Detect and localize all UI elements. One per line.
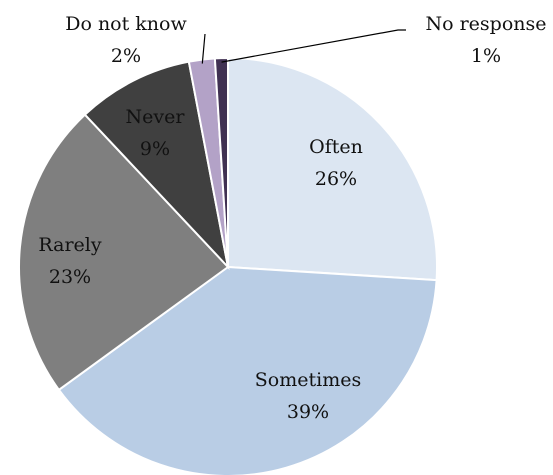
slice-percent-often: 26% xyxy=(315,168,357,190)
pie-slice-often xyxy=(227,56,438,282)
leader-lines-layer xyxy=(201,29,406,64)
leader-line-no-response xyxy=(221,29,406,63)
slice-label-sometimes: Sometimes xyxy=(255,369,361,391)
slice-label-rarely: Rarely xyxy=(38,234,101,256)
slice-label-no-response: No response xyxy=(425,13,546,35)
slice-percent-sometimes: 39% xyxy=(287,401,329,423)
pie-slice-rarely xyxy=(18,113,230,392)
slices-layer xyxy=(18,56,438,475)
slice-label-never: Never xyxy=(126,106,186,128)
slice-label-often: Often xyxy=(309,136,363,158)
pie-slice-no-response xyxy=(213,56,229,268)
slice-percent-no-response: 1% xyxy=(471,45,501,67)
pie-slice-sometimes xyxy=(57,265,438,475)
slice-percent-do-not-know: 2% xyxy=(111,45,141,67)
labels-layer: Often 26% Sometimes 39% Rarely 23% Never 9% Do n… xyxy=(38,13,546,423)
leader-line-do-not-know xyxy=(201,33,206,64)
slice-percent-rarely: 23% xyxy=(49,266,91,288)
slice-label-do-not-know: Do not know xyxy=(65,13,187,35)
slice-percent-never: 9% xyxy=(140,138,170,160)
pie-slice-never xyxy=(83,60,230,271)
